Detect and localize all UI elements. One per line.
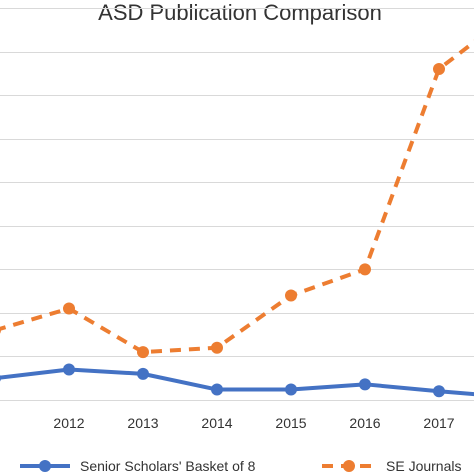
series-1	[0, 39, 474, 359]
legend-swatch-marker	[343, 460, 355, 472]
gridlines	[0, 8, 474, 357]
data-point	[359, 263, 371, 276]
x-tick-label: 2014	[201, 415, 232, 431]
x-tick-label: 2012	[53, 415, 84, 431]
x-tick-label: 2016	[349, 415, 380, 431]
data-point	[137, 367, 149, 380]
data-point	[433, 385, 445, 398]
legend-swatch-marker	[39, 460, 51, 472]
legend: Senior Scholars' Basket of 8 SE Journals	[20, 458, 461, 474]
x-tick-label: 2013	[127, 415, 158, 431]
data-point	[63, 363, 75, 376]
x-tick-label: 2017	[423, 415, 454, 431]
data-point	[63, 302, 75, 315]
data-point	[359, 378, 371, 391]
series-0	[0, 363, 474, 398]
data-point	[433, 62, 445, 75]
series-layer	[0, 39, 474, 398]
legend-item: SE Journals	[322, 458, 461, 474]
data-point	[0, 326, 1, 334]
x-tick-label: 2015	[275, 415, 306, 431]
legend-label: SE Journals	[386, 458, 461, 474]
x-tick-labels: 20122013201420152016201720	[53, 415, 454, 431]
legend-item: Senior Scholars' Basket of 8	[20, 458, 256, 474]
data-point	[285, 383, 297, 396]
data-point	[211, 341, 223, 354]
data-point	[137, 346, 149, 359]
series-line	[0, 367, 474, 397]
data-point	[211, 383, 223, 396]
chart-title: ASD Publication Comparison	[98, 0, 382, 25]
data-point	[0, 374, 1, 382]
legend-label: Senior Scholars' Basket of 8	[80, 458, 256, 474]
data-point	[285, 289, 297, 302]
